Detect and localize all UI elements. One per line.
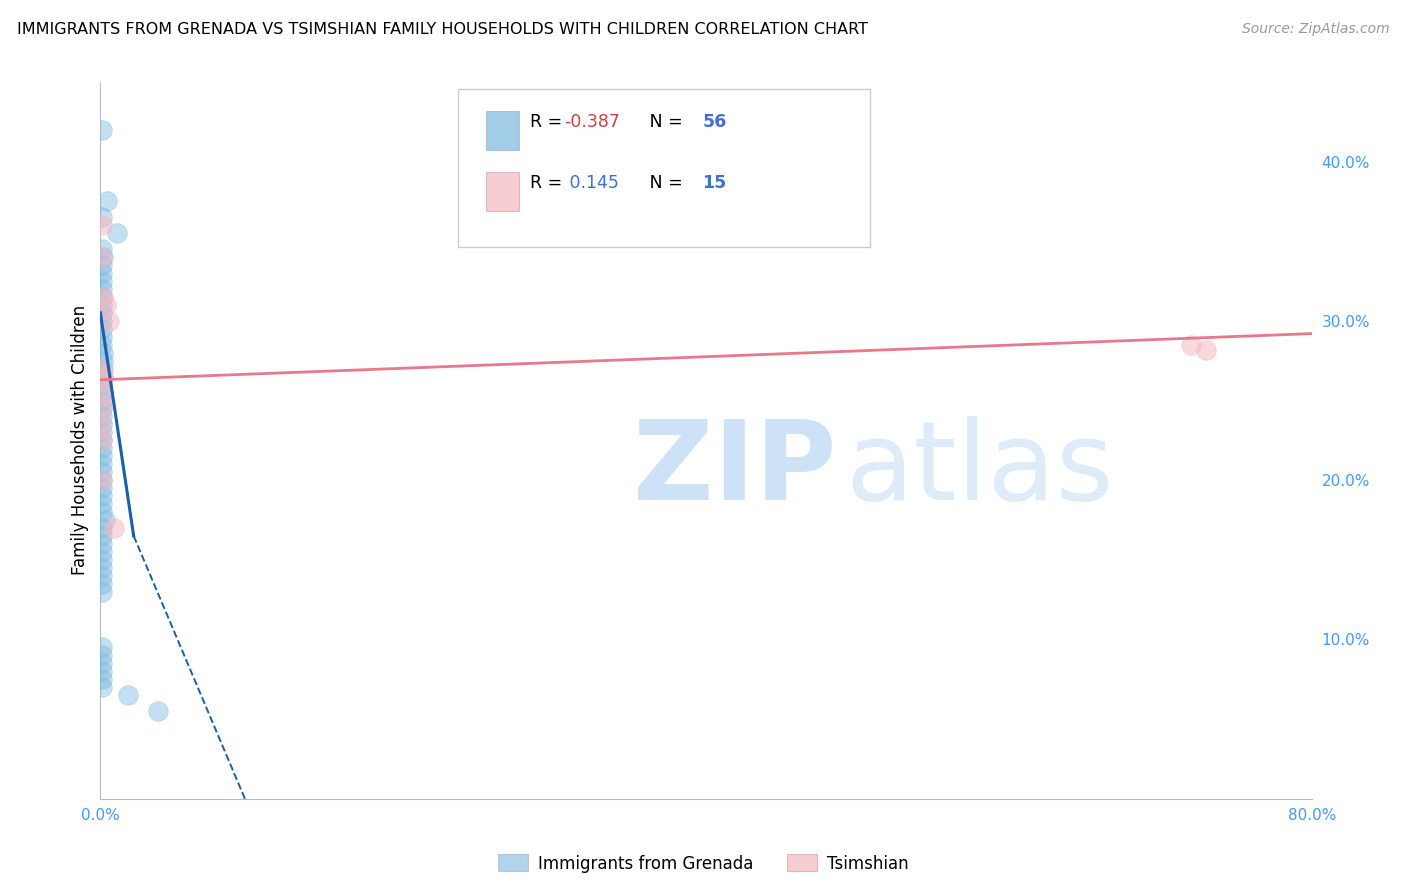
Point	[90, 529, 112, 543]
Point	[90, 393, 112, 408]
Point	[90, 401, 112, 416]
Point	[90, 219, 112, 233]
Point	[90, 330, 112, 344]
FancyBboxPatch shape	[485, 111, 519, 150]
Point	[90, 481, 112, 495]
Point	[94, 513, 117, 527]
Point	[90, 242, 112, 256]
Point	[90, 457, 112, 471]
Point	[90, 401, 112, 416]
Point	[90, 298, 112, 312]
Point	[90, 425, 112, 440]
Point	[90, 337, 112, 351]
Text: atlas: atlas	[845, 416, 1114, 523]
Point	[90, 306, 112, 320]
Point	[103, 521, 125, 535]
Y-axis label: Family Households with Children: Family Households with Children	[72, 305, 89, 575]
Text: IMMIGRANTS FROM GRENADA VS TSIMSHIAN FAMILY HOUSEHOLDS WITH CHILDREN CORRELATION: IMMIGRANTS FROM GRENADA VS TSIMSHIAN FAM…	[17, 22, 868, 37]
Point	[93, 369, 115, 384]
Point	[90, 640, 112, 655]
Point	[90, 553, 112, 567]
Point	[90, 673, 112, 687]
Text: N =: N =	[633, 174, 689, 192]
Point	[90, 266, 112, 280]
Point	[90, 576, 112, 591]
Point	[90, 521, 112, 535]
Point	[90, 497, 112, 511]
Point	[90, 648, 112, 663]
Point	[90, 417, 112, 432]
Point	[93, 290, 115, 304]
Text: Source: ZipAtlas.com: Source: ZipAtlas.com	[1241, 22, 1389, 37]
Point	[98, 314, 121, 328]
Point	[90, 282, 112, 296]
FancyBboxPatch shape	[458, 89, 869, 247]
Point	[90, 258, 112, 272]
Point	[146, 704, 169, 718]
Point	[93, 385, 115, 400]
Point	[90, 680, 112, 694]
Point	[90, 314, 112, 328]
Point	[90, 584, 112, 599]
Point	[90, 505, 112, 519]
Text: 0.145: 0.145	[564, 174, 619, 192]
Point	[90, 545, 112, 559]
Text: N =: N =	[633, 112, 689, 131]
Point	[93, 250, 115, 264]
Point	[90, 290, 112, 304]
Point	[90, 377, 112, 392]
Point	[93, 361, 115, 376]
Point	[90, 409, 112, 424]
Point	[90, 561, 112, 575]
Point	[96, 298, 118, 312]
Point	[90, 473, 112, 487]
Point	[90, 465, 112, 479]
Point	[90, 274, 112, 288]
Point	[1195, 343, 1218, 357]
Point	[105, 226, 128, 240]
Point	[91, 345, 114, 359]
Point	[90, 434, 112, 448]
Point	[90, 361, 112, 376]
Point	[90, 385, 112, 400]
Point	[90, 473, 112, 487]
Point	[96, 194, 118, 209]
Legend: Immigrants from Grenada, Tsimshian: Immigrants from Grenada, Tsimshian	[491, 847, 915, 880]
Point	[90, 489, 112, 503]
Point	[91, 369, 114, 384]
Point	[1180, 337, 1202, 351]
Point	[90, 122, 112, 136]
Point	[90, 537, 112, 551]
Text: -0.387: -0.387	[564, 112, 620, 131]
Point	[90, 322, 112, 336]
Point	[90, 665, 112, 679]
Point	[90, 442, 112, 456]
Text: 56: 56	[703, 112, 727, 131]
Point	[117, 688, 139, 702]
Text: R =: R =	[530, 174, 568, 192]
Text: 15: 15	[703, 174, 727, 192]
Point	[90, 250, 112, 264]
Point	[90, 657, 112, 671]
Point	[90, 417, 112, 432]
Point	[90, 450, 112, 464]
Point	[93, 353, 115, 368]
Text: R =: R =	[530, 112, 568, 131]
Point	[90, 434, 112, 448]
Text: ZIP: ZIP	[633, 416, 837, 523]
Point	[90, 568, 112, 582]
FancyBboxPatch shape	[485, 171, 519, 211]
Point	[90, 211, 112, 225]
